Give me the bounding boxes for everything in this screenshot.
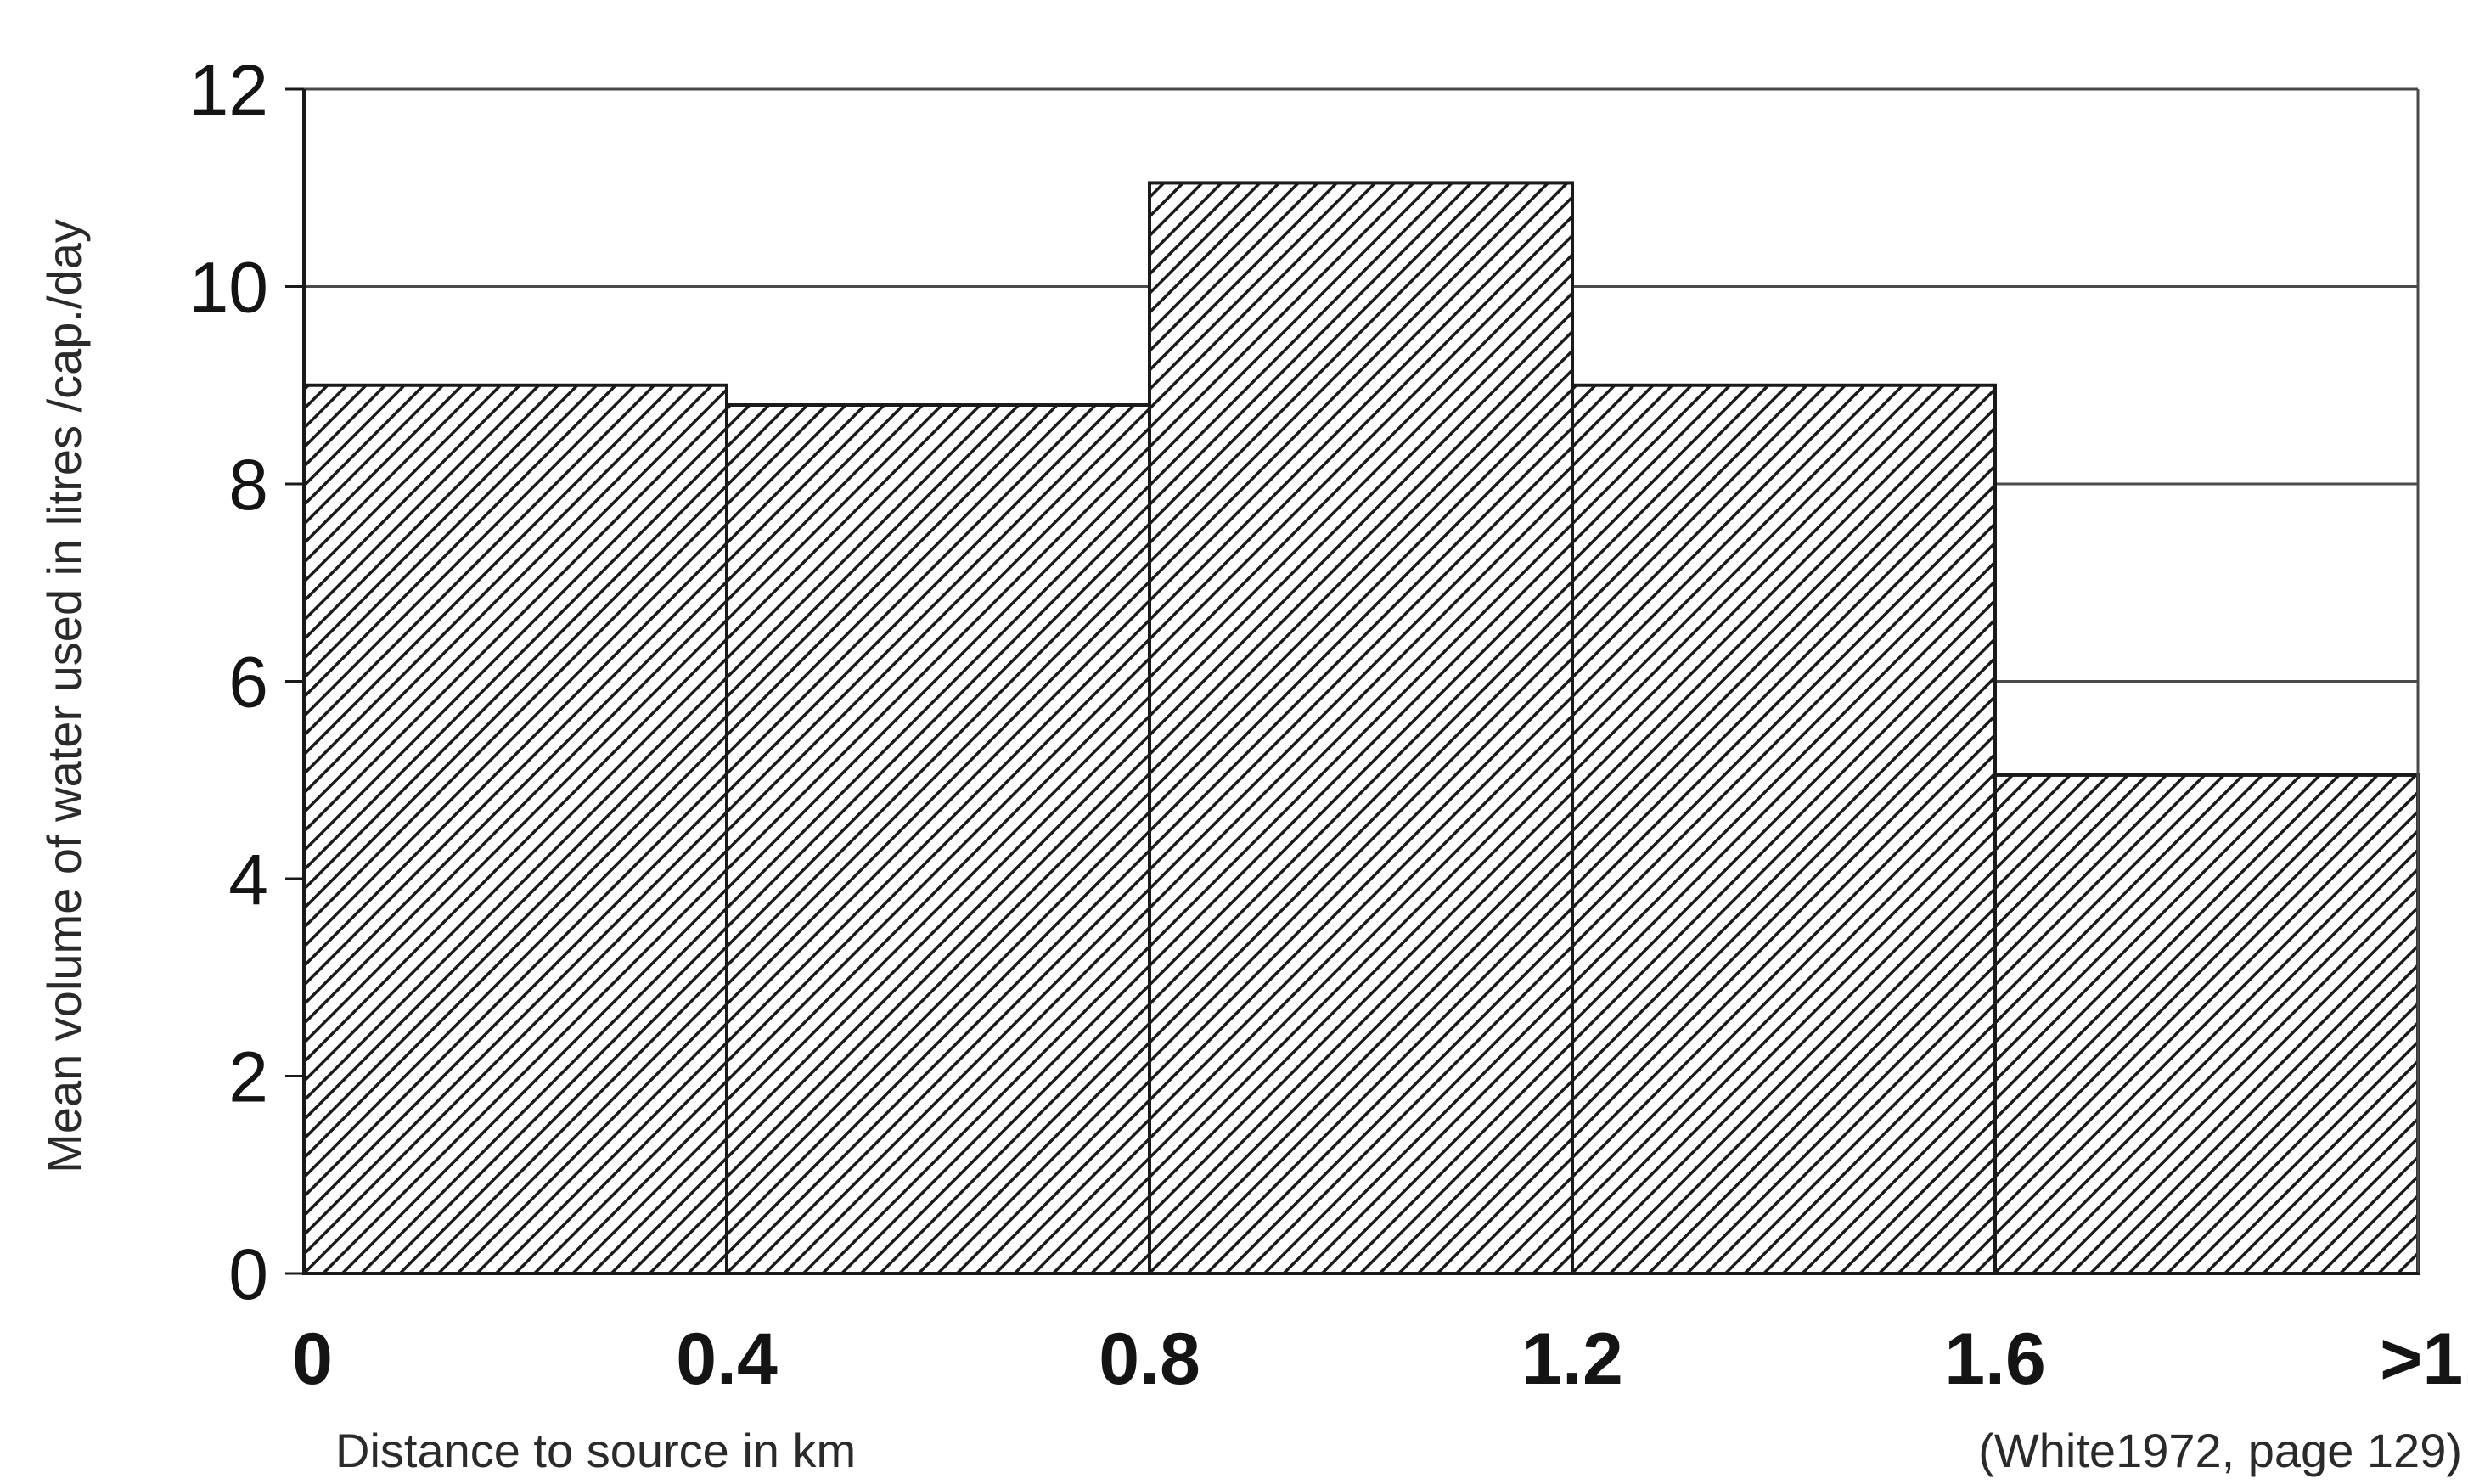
y-tick-labels: 0 2 4 6 8 10 12 <box>189 50 268 1314</box>
x-tick-label: 0 <box>292 1318 333 1400</box>
bar <box>1571 383 1997 1275</box>
y-axis-title: Mean volume of water used in litres /cap… <box>37 219 91 1173</box>
x-tick-labels: 0 0.4 0.8 1.2 1.6 >1.6 <box>292 1318 2468 1400</box>
y-tick-label: 6 <box>228 643 268 722</box>
bars <box>302 181 2420 1275</box>
axes <box>285 87 2420 1275</box>
x-axis-title: Distance to source in km <box>335 1424 856 1477</box>
y-tick-label: 2 <box>228 1037 268 1117</box>
x-tick-label: 1.6 <box>1944 1318 2046 1400</box>
y-tick-label: 0 <box>228 1234 268 1314</box>
y-tick-label: 4 <box>228 840 268 919</box>
x-tick-label: 1.2 <box>1521 1318 1623 1400</box>
y-tick-label: 12 <box>189 50 268 130</box>
bar <box>1993 773 2420 1275</box>
bar <box>1148 181 1574 1275</box>
x-tick-label: 0.4 <box>676 1318 778 1400</box>
bar <box>725 403 1151 1275</box>
y-tick-label: 10 <box>189 248 268 328</box>
bar <box>302 383 728 1275</box>
x-tick-label: >1.6 <box>2380 1318 2468 1400</box>
source-note: (White1972, page 129) <box>1978 1424 2462 1477</box>
x-tick-label: 0.8 <box>1099 1318 1200 1400</box>
y-tick-label: 8 <box>228 445 268 525</box>
